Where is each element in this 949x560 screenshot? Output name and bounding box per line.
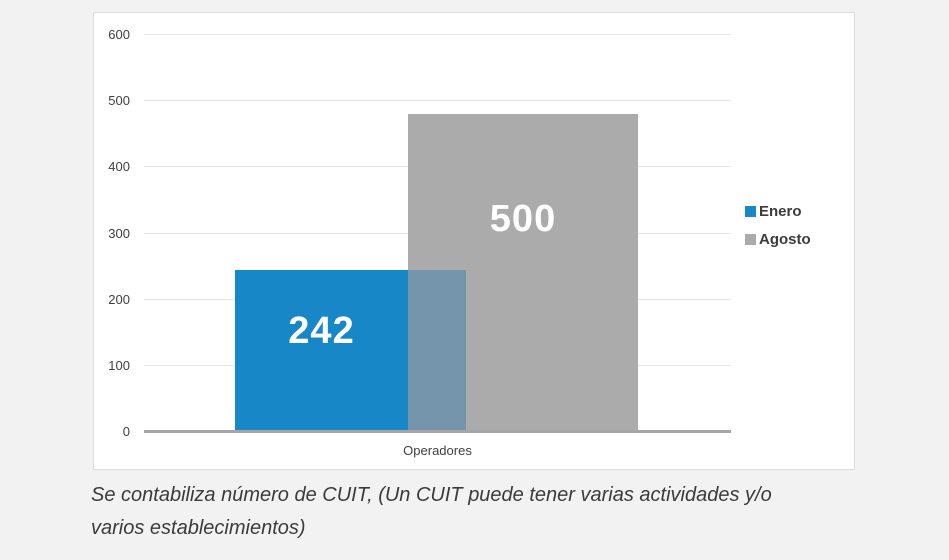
gridline-500 <box>144 100 731 101</box>
bar-overlap-area <box>408 270 466 431</box>
legend-item-enero: Enero <box>745 201 811 221</box>
caption-line-2: varios establecimientos) <box>91 517 306 539</box>
x-category-label: Operadores <box>403 443 472 458</box>
y-tick-label-0: 0 <box>122 424 130 439</box>
y-tick-label-300: 300 <box>108 226 130 241</box>
y-tick-label-500: 500 <box>108 93 130 108</box>
legend-swatch-enero-icon <box>745 205 756 217</box>
legend-item-agosto: Agosto <box>745 229 811 249</box>
caption-line-1: Se contabiliza número de CUIT, (Un CUIT … <box>91 484 772 506</box>
y-tick-label-400: 400 <box>108 159 130 174</box>
legend-label-agosto: Agosto <box>759 230 811 248</box>
chart-card: 600 500 400 300 200 100 0 242 500 Operad… <box>93 12 855 470</box>
legend: Enero Agosto <box>745 201 811 257</box>
gridline-600 <box>144 34 731 35</box>
bar-label-enero: 242 <box>288 310 355 352</box>
legend-label-enero: Enero <box>759 202 802 220</box>
y-tick-label-600: 600 <box>108 27 130 42</box>
y-tick-label-200: 200 <box>108 292 130 307</box>
bar-label-agosto: 500 <box>489 198 557 240</box>
chart-caption: Se contabiliza número de CUIT, (Un CUIT … <box>91 479 881 545</box>
legend-swatch-agosto-icon <box>745 233 756 245</box>
x-axis-line <box>144 430 731 433</box>
y-tick-label-100: 100 <box>108 358 130 373</box>
